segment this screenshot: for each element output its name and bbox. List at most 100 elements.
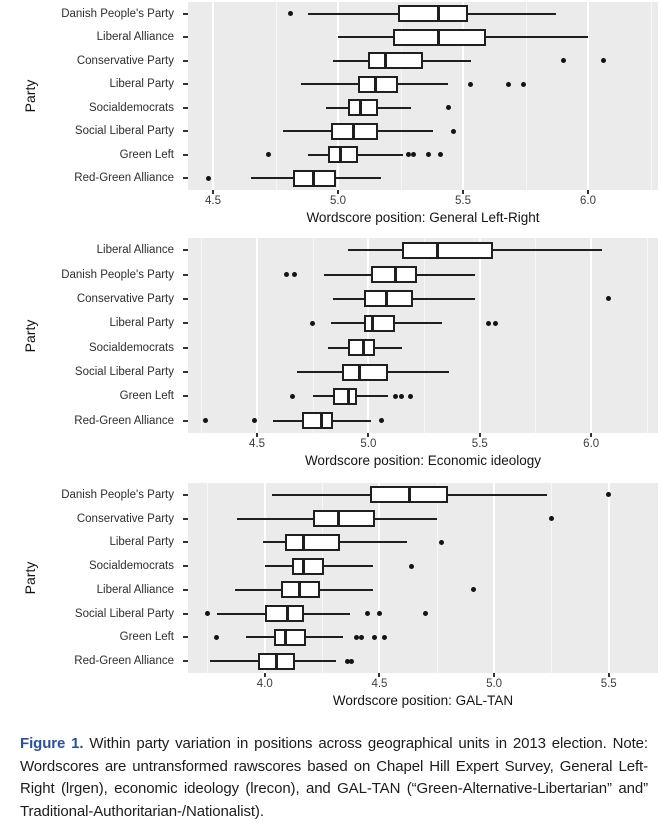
y-tick	[183, 371, 188, 374]
median-line	[302, 557, 306, 575]
outlier-dot	[214, 634, 220, 640]
boxplot-panel-general-left-right: Party Danish People's Party Liberal Allia…	[0, 2, 662, 226]
x-tick-label: 5.5	[600, 678, 617, 690]
median-line	[358, 363, 362, 381]
party-label: Green Left	[119, 631, 174, 644]
outlier-dot	[349, 658, 355, 664]
box	[301, 412, 333, 430]
outlier-dot	[265, 152, 271, 158]
gridline-major	[263, 483, 266, 673]
figure-caption-text: Within party variation in positions acro…	[20, 735, 648, 820]
gridline-minor	[207, 483, 209, 673]
box	[292, 557, 325, 575]
gridline-major	[378, 483, 381, 673]
median-line	[274, 652, 278, 670]
party-label: Red-Green Alliance	[74, 655, 174, 668]
y-tick	[183, 493, 188, 496]
outlier-dot	[492, 320, 498, 326]
median-line	[311, 169, 315, 187]
gridline-major	[337, 2, 339, 190]
gridline-major	[478, 238, 481, 433]
median-line	[302, 533, 306, 551]
gridline-minor	[436, 483, 438, 673]
median-line	[393, 266, 397, 284]
boxplot-panel-economic-ideology: Party Liberal Alliance Danish People's Pa…	[0, 238, 662, 469]
gridline-minor	[312, 238, 314, 433]
x-tick-label: 6.0	[580, 195, 596, 207]
median-line	[320, 412, 324, 430]
party-label: Socialdemocrats	[88, 341, 174, 354]
outlier-dot	[438, 152, 443, 158]
outlier-dot	[376, 611, 382, 617]
party-label: Green Left	[119, 390, 174, 403]
gridline-major	[367, 238, 370, 433]
gridline-minor	[551, 483, 553, 673]
y-tick	[183, 59, 188, 62]
y-tick	[183, 249, 188, 252]
party-label: Conservative Party	[76, 512, 174, 525]
party-label: Conservative Party	[76, 292, 174, 305]
outlier-dot	[470, 587, 476, 593]
party-label: Danish People's Party	[61, 7, 174, 20]
outlier-dot	[283, 272, 289, 278]
y-tick	[183, 322, 188, 325]
gridline-major	[493, 483, 496, 673]
x-tick	[590, 433, 593, 437]
party-label: Danish People's Party	[61, 488, 174, 501]
median-line	[436, 28, 440, 46]
gridline-minor	[535, 238, 537, 433]
y-tick	[183, 297, 188, 300]
outlier-dot	[292, 272, 298, 278]
party-label: Social Liberal Party	[74, 366, 174, 379]
x-axis-title: Wordscore position: General Left-Right	[306, 210, 540, 225]
median-line	[286, 605, 290, 623]
x-axis-title: Wordscore position: GAL-TAN	[332, 693, 514, 708]
party-label: Liberal Alliance	[96, 31, 174, 44]
outlier-dot	[408, 393, 414, 399]
gridline-minor	[650, 2, 652, 190]
outlier-dot	[290, 393, 296, 399]
party-label: Liberal Party	[109, 536, 174, 549]
party-label: Social Liberal Party	[74, 607, 174, 620]
party-label: Danish People's Party	[61, 268, 174, 281]
y-tick	[183, 153, 188, 156]
median-line	[336, 510, 340, 528]
box	[273, 628, 307, 646]
x-tick	[478, 433, 481, 437]
box	[368, 52, 423, 70]
median-line	[384, 290, 388, 308]
gridline-major	[590, 238, 593, 433]
gridline-minor	[201, 238, 203, 433]
outlier-dot	[606, 492, 612, 498]
gridline-major	[462, 2, 464, 190]
gridline-major	[256, 238, 259, 433]
y-tick	[183, 346, 188, 349]
party-label: Green Left	[119, 148, 174, 161]
x-tick	[493, 673, 496, 677]
box	[348, 339, 376, 357]
outlier-dot	[520, 81, 526, 87]
outlier-dot	[409, 563, 415, 569]
x-tick-label: 4.5	[205, 195, 221, 207]
median-line	[435, 241, 439, 259]
outlier-dot	[405, 152, 411, 158]
median-line	[351, 122, 355, 140]
outlier-dot	[358, 634, 364, 640]
x-tick-label: 4.5	[249, 438, 266, 450]
x-tick-label: 4.0	[256, 678, 273, 690]
outlier-dot	[560, 58, 566, 64]
outlier-dot	[548, 516, 554, 522]
y-tick	[183, 273, 188, 276]
median-line	[297, 581, 301, 599]
party-label: Socialdemocrats	[88, 560, 174, 573]
party-label: Liberal Alliance	[96, 583, 174, 596]
outlier-dot	[399, 393, 405, 399]
gridline-major	[212, 2, 214, 190]
outlier-dot	[410, 152, 416, 158]
gridline-major	[607, 483, 610, 673]
x-tick-label: 5.0	[360, 438, 377, 450]
box	[285, 533, 341, 551]
gridline-minor	[424, 238, 426, 433]
outlier-dot	[606, 296, 612, 302]
